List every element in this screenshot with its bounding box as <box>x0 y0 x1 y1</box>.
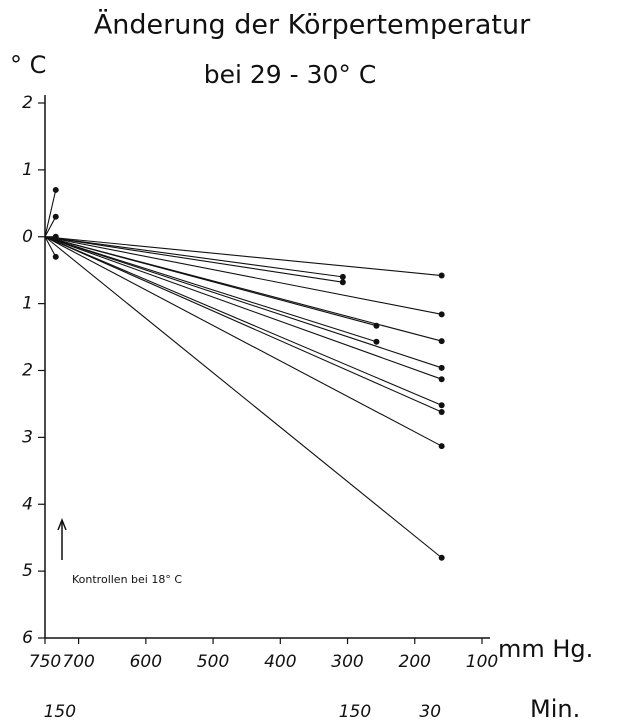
x2-tick-label: 30 <box>419 702 441 722</box>
line <box>44 236 442 369</box>
end-point <box>373 322 380 329</box>
end-point <box>339 273 346 280</box>
y-tick-label: 1 <box>22 160 33 180</box>
x-tick-label: 700 <box>62 652 94 672</box>
annotation: Kontrollen bei 18° C <box>72 573 182 586</box>
line <box>44 236 442 380</box>
line <box>44 189 57 237</box>
x-tick-label: 600 <box>130 652 162 672</box>
end-point <box>438 311 445 318</box>
end-point <box>438 338 445 345</box>
end-point <box>373 338 380 345</box>
line <box>44 236 442 315</box>
line <box>44 236 442 277</box>
line <box>44 236 442 447</box>
line <box>44 236 377 327</box>
chart-subtitle: bei 29 - 30° C <box>204 60 377 89</box>
end-point <box>438 364 445 371</box>
x-tick-label: 100 <box>466 652 498 672</box>
y-tick-label: 1 <box>22 294 33 314</box>
end-point <box>438 272 445 279</box>
line <box>44 236 57 258</box>
annotation-arrow <box>57 517 67 560</box>
end-point <box>52 213 59 220</box>
x-tick-label: 750 <box>29 652 61 672</box>
y-tick-label: 3 <box>22 427 33 447</box>
end-point <box>438 554 445 561</box>
x2-tick-label: 150 <box>44 702 76 722</box>
end-point <box>339 279 346 286</box>
y-tick-label: 5 <box>22 561 33 581</box>
end-point <box>52 233 59 240</box>
x-tick-label: 500 <box>197 652 229 672</box>
y-tick-label: 6 <box>22 628 33 648</box>
y-tick-label: 2 <box>22 361 33 381</box>
x-tick-label: 200 <box>399 652 431 672</box>
end-point <box>438 402 445 409</box>
line <box>44 236 343 283</box>
y-tick-label: 0 <box>22 227 33 247</box>
x-axis-label: mm Hg. <box>498 635 593 663</box>
end-point <box>52 253 59 260</box>
line <box>44 236 442 413</box>
y-tick-label: 4 <box>22 494 33 514</box>
line <box>44 216 57 238</box>
x2-tick-label: 150 <box>339 702 371 722</box>
y-axis-label: ° C <box>10 51 46 79</box>
y-tick-label: 2 <box>22 93 33 113</box>
x-tick-label: 300 <box>331 652 363 672</box>
line <box>44 236 377 343</box>
x2-axis-label: Min. <box>530 695 580 723</box>
end-point <box>52 186 59 193</box>
line <box>44 236 443 559</box>
line <box>44 236 442 406</box>
line <box>44 236 343 278</box>
end-point <box>438 408 445 415</box>
end-point <box>438 443 445 450</box>
chart-title: Änderung der Körpertemperatur <box>94 9 531 41</box>
end-point <box>438 376 445 383</box>
x-tick-label: 400 <box>264 652 296 672</box>
